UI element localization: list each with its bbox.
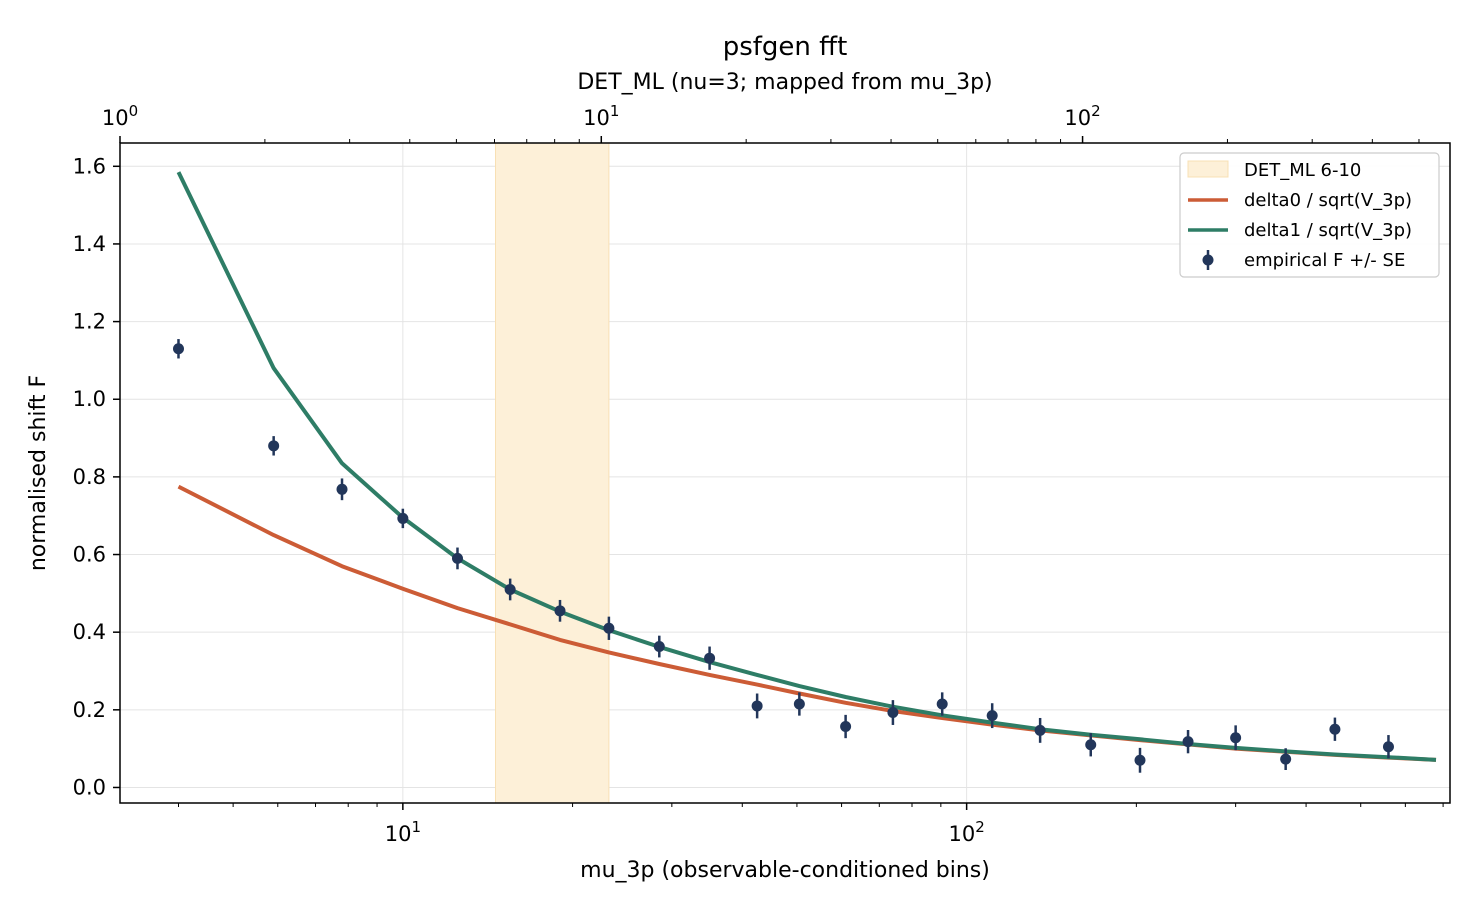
- empirical-point: [1182, 736, 1194, 748]
- y-tick-label: 0.2: [73, 698, 106, 722]
- det-ml-band: [495, 142, 610, 804]
- empirical-point: [1382, 741, 1394, 753]
- empirical-point: [268, 440, 280, 452]
- y-tick-label: 1.2: [73, 310, 106, 334]
- empirical-point: [704, 652, 716, 664]
- empirical-point: [840, 721, 852, 733]
- legend-scatter-label: empirical F +/- SE: [1244, 250, 1405, 271]
- legend-frame: [1179, 152, 1440, 278]
- empirical-point: [1329, 723, 1341, 735]
- empirical-point: [986, 710, 998, 722]
- y-tick-label: 0.4: [73, 620, 106, 644]
- empirical-point: [1134, 754, 1146, 766]
- empirical-point: [751, 700, 763, 712]
- top-tick-label: 102: [1064, 102, 1100, 130]
- legend-band-swatch: [1187, 160, 1229, 178]
- plot-frame: [119, 142, 1451, 804]
- empirical-point: [1280, 753, 1292, 765]
- empirical-point: [451, 552, 463, 564]
- empirical-point: [653, 641, 665, 653]
- legend-scatter-marker: [1202, 254, 1214, 266]
- y-tick-label: 1.0: [73, 387, 106, 411]
- y-tick-label: 1.4: [73, 232, 106, 256]
- empirical-point: [1034, 724, 1046, 736]
- top-axis-title: DET_ML (nu=3; mapped from mu_3p): [577, 70, 992, 95]
- points-layer: [172, 339, 1394, 773]
- legend: DET_ML 6-10 delta0 / sqrt(V_3p) delta1 /…: [1179, 152, 1440, 278]
- empirical-point: [936, 698, 948, 710]
- empirical-point: [336, 483, 348, 495]
- grid-layer: [120, 143, 1450, 803]
- empirical-point: [172, 343, 184, 355]
- legend-delta1-label: delta1 / sqrt(V_3p): [1244, 220, 1412, 241]
- x-axis-title: mu_3p (observable-conditioned bins): [580, 858, 990, 883]
- legend-band-label: DET_ML 6-10: [1244, 160, 1361, 181]
- empirical-point: [603, 622, 615, 634]
- empirical-point: [1085, 739, 1097, 751]
- empirical-point: [887, 707, 899, 719]
- y-tick-label: 0.6: [73, 543, 106, 567]
- chart-title: psfgen fft: [723, 32, 848, 62]
- y-axis-ticks: 0.0 0.2 0.4 0.6 0.8 1.0 1.2 1.4 1.6: [73, 154, 120, 799]
- y-axis-title: normalised shift F: [26, 375, 51, 571]
- top-axis-ticks: 100 101 102: [102, 102, 1420, 143]
- y-tick-label: 0.0: [73, 775, 106, 799]
- y-tick-label: 0.8: [73, 465, 106, 489]
- y-tick-label: 1.6: [73, 154, 106, 178]
- band-layer: [495, 142, 610, 804]
- empirical-point: [554, 605, 566, 617]
- empirical-point: [397, 512, 409, 524]
- empirical-point: [1230, 732, 1242, 744]
- legend-delta0-label: delta0 / sqrt(V_3p): [1244, 190, 1412, 211]
- empirical-point: [793, 698, 805, 710]
- empirical-point: [504, 583, 516, 595]
